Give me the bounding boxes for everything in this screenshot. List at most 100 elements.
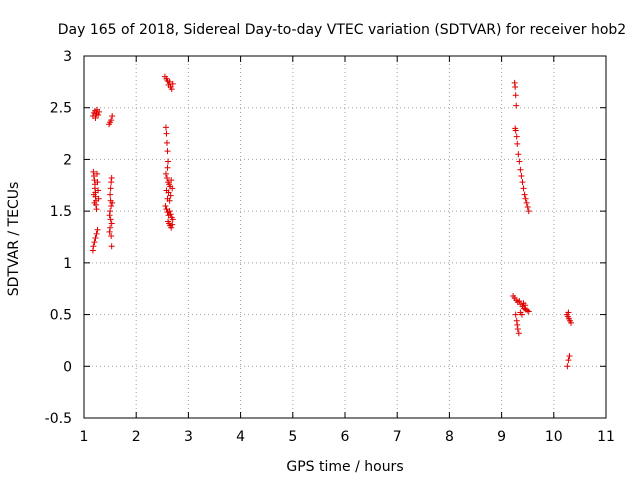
data-point — [107, 208, 114, 215]
data-point — [91, 239, 98, 246]
x-tick-label: 4 — [236, 429, 245, 445]
data-point — [525, 208, 532, 215]
data-point — [512, 84, 519, 91]
data-point — [108, 220, 115, 227]
x-tick-label: 9 — [497, 429, 506, 445]
y-tick-label: 2.5 — [50, 101, 72, 117]
data-point — [513, 133, 520, 140]
grid — [84, 56, 606, 418]
data-point — [90, 168, 97, 175]
data-point — [162, 124, 169, 131]
data-point — [95, 111, 102, 118]
data-point — [167, 192, 174, 199]
data-point — [163, 130, 170, 137]
data-point — [108, 202, 115, 209]
data-point — [96, 108, 103, 115]
data-point — [91, 177, 98, 184]
x-tick-label: 7 — [393, 429, 402, 445]
data-point — [162, 170, 169, 177]
x-tick-label: 6 — [341, 429, 350, 445]
data-point — [95, 187, 102, 194]
data-point — [90, 243, 97, 250]
data-point — [108, 175, 115, 182]
data-point — [107, 216, 114, 223]
data-point — [565, 309, 572, 316]
data-point — [514, 140, 521, 147]
data-point — [107, 185, 114, 192]
data-point — [166, 208, 173, 215]
x-tick-label: 3 — [184, 429, 193, 445]
y-tick-label: -0.5 — [45, 411, 72, 427]
data-point — [89, 247, 96, 254]
data-point — [169, 221, 176, 228]
data-point — [91, 199, 98, 206]
data-point — [94, 170, 101, 177]
data-point — [516, 298, 523, 305]
data-point — [568, 319, 575, 326]
data-point — [163, 206, 170, 213]
data-point — [169, 80, 176, 87]
x-tick-label: 11 — [597, 429, 615, 445]
data-point — [106, 212, 113, 219]
data-point — [108, 232, 115, 239]
data-point — [518, 311, 525, 318]
data-point — [108, 117, 115, 124]
data-point — [108, 243, 115, 250]
data-point — [520, 185, 527, 192]
x-tick-label: 8 — [445, 429, 454, 445]
data-point — [565, 357, 572, 364]
data-point — [92, 235, 99, 242]
data-point — [165, 158, 172, 165]
data-point — [513, 317, 520, 324]
data-point — [109, 112, 116, 119]
data-point — [163, 175, 170, 182]
x-tick-label: 2 — [132, 429, 141, 445]
data-point — [522, 195, 529, 202]
axis-ticks: 1 2 3 4 5 6 7 8 9 10 11 -0.5 0 0.5 1 1.5 2 2.5 3 — [45, 49, 615, 445]
data-point — [522, 302, 529, 309]
data-point — [512, 127, 519, 134]
data-point — [167, 211, 174, 218]
data-point — [92, 115, 99, 122]
data-point — [514, 321, 521, 328]
data-point — [515, 151, 522, 158]
data-point — [94, 179, 101, 186]
data-point — [106, 228, 113, 235]
data-points — [89, 73, 575, 370]
data-point — [524, 204, 531, 211]
data-point — [511, 79, 518, 86]
y-tick-label: 1.5 — [50, 204, 72, 220]
data-point — [166, 78, 173, 85]
data-point — [513, 102, 520, 109]
data-point — [516, 158, 523, 165]
x-tick-label: 10 — [545, 429, 563, 445]
y-tick-label: 3 — [63, 49, 72, 65]
data-point — [165, 189, 172, 196]
y-tick-label: 0 — [63, 359, 72, 375]
data-point — [519, 179, 526, 186]
data-point — [162, 202, 169, 209]
y-tick-label: 0.5 — [50, 308, 72, 324]
y-axis-label: SDTVAR / TECUs — [6, 182, 22, 297]
data-point — [523, 199, 530, 206]
data-point — [94, 226, 101, 233]
data-point — [164, 164, 171, 171]
data-point — [107, 191, 114, 198]
x-tick-label: 5 — [288, 429, 297, 445]
data-point — [90, 191, 97, 198]
data-point — [566, 352, 573, 359]
data-point — [168, 86, 175, 93]
data-point — [109, 199, 116, 206]
data-point — [512, 311, 519, 318]
data-point — [93, 206, 100, 213]
y-tick-label: 2 — [63, 152, 72, 168]
data-point — [164, 148, 171, 155]
data-point — [521, 191, 528, 198]
data-point — [518, 172, 525, 179]
data-point — [91, 185, 98, 192]
data-point — [515, 330, 522, 337]
data-point — [95, 195, 102, 202]
x-axis-label: GPS time / hours — [286, 459, 403, 475]
chart-title: Day 165 of 2018, Sidereal Day-to-day VTE… — [58, 22, 626, 38]
